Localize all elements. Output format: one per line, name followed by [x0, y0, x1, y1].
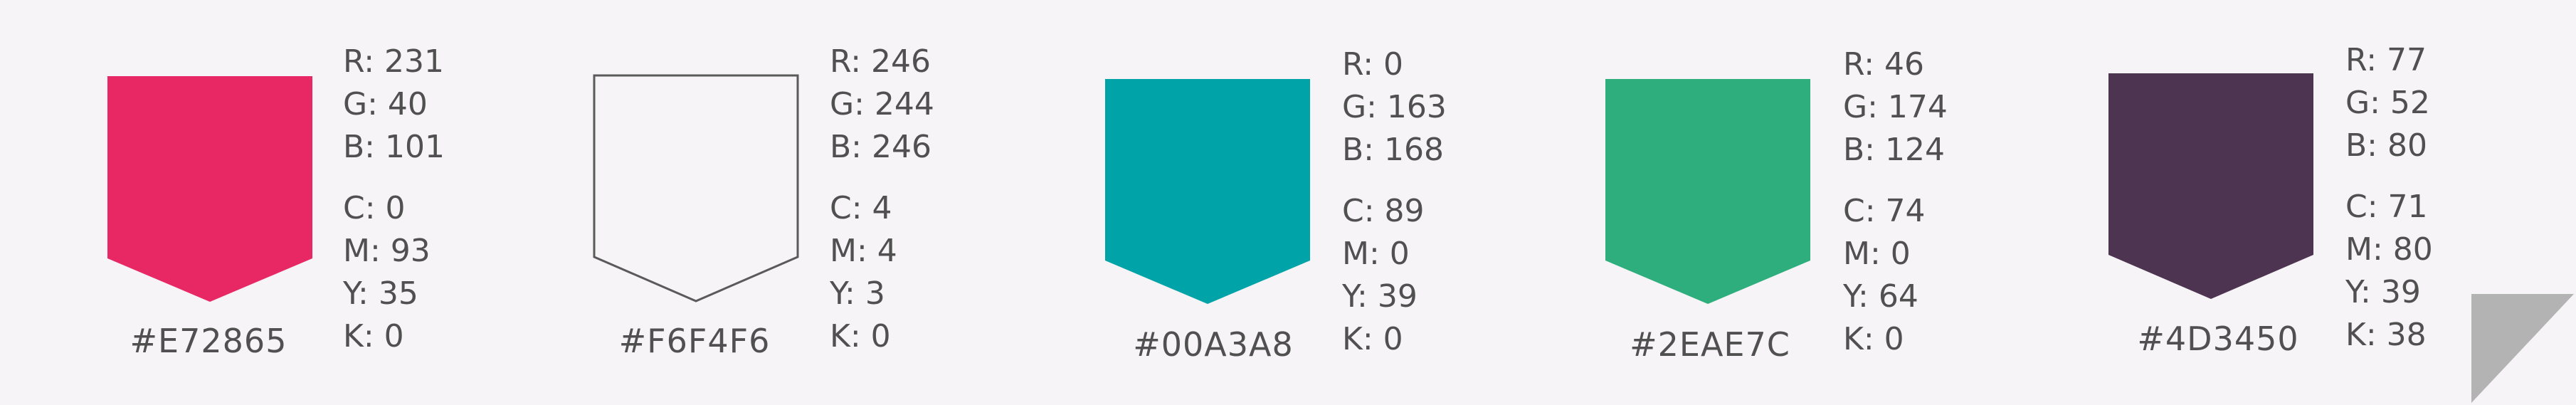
cmyk-c: C: 0: [343, 190, 406, 226]
swatch-4-shape: [1605, 78, 1811, 310]
cmyk-k: K: 0: [1843, 321, 1904, 357]
rgb-g: G: 163: [1342, 89, 1447, 125]
rgb-r: R: 0: [1342, 46, 1404, 83]
cmyk-y: Y: 64: [1843, 278, 1918, 315]
pentagon-shield-icon: [2108, 73, 2313, 299]
cmyk-y: Y: 35: [343, 275, 418, 312]
swatch-1-shape: [107, 75, 313, 307]
rgb-g: G: 244: [830, 86, 934, 122]
swatch-shape-fill: [1105, 79, 1310, 304]
rgb-r: R: 46: [1843, 46, 1925, 83]
pentagon-shield-icon: [1605, 79, 1810, 304]
cmyk-c: C: 71: [2345, 189, 2428, 225]
rgb-g: G: 40: [343, 86, 428, 122]
cmyk-m: M: 93: [343, 233, 431, 269]
rgb-b: B: 80: [2345, 127, 2427, 164]
page-curl-icon: [2469, 292, 2576, 405]
cmyk-y: Y: 3: [830, 275, 885, 312]
swatch-5-hex: #4D3450: [2137, 320, 2299, 358]
swatch-shape-fill: [2108, 73, 2313, 299]
swatch-4-values: R: 46 G: 174 B: 124 C: 74 M: 0 Y: 64 K: …: [1843, 43, 1948, 361]
cmyk-m: M: 4: [830, 233, 897, 269]
swatch-1-hex: #E72865: [130, 322, 287, 360]
swatch-3-hex: #00A3A8: [1133, 325, 1294, 364]
swatch-shape-fill: [1605, 79, 1810, 304]
rgb-b: B: 101: [343, 129, 445, 165]
cmyk-k: K: 0: [1342, 321, 1403, 357]
rgb-b: B: 246: [830, 129, 931, 165]
rgb-r: R: 77: [2345, 42, 2427, 78]
rgb-g: G: 52: [2345, 85, 2430, 121]
rgb-r: R: 246: [830, 43, 931, 80]
pentagon-shield-icon: [593, 74, 799, 303]
cmyk-m: M: 80: [2345, 231, 2433, 268]
swatch-shape-fill: [593, 74, 799, 303]
swatch-2-hex: #F6F4F6: [618, 322, 771, 360]
page-curl-shape: [2471, 294, 2574, 403]
rgb-b: B: 168: [1342, 132, 1444, 168]
cmyk-c: C: 74: [1843, 193, 1926, 229]
cmyk-y: Y: 39: [2345, 274, 2421, 310]
swatch-5-shape: [2108, 73, 2314, 304]
swatch-1-values: R: 231 G: 40 B: 101 C: 0 M: 93 Y: 35 K: …: [343, 41, 445, 358]
swatch-shape-fill: [107, 76, 312, 302]
pentagon-shield-icon: [107, 76, 312, 302]
swatch-4-hex: #2EAE7C: [1630, 325, 1790, 364]
swatch-3-values: R: 0 G: 163 B: 168 C: 89 M: 0 Y: 39 K: 0: [1342, 43, 1447, 361]
cmyk-k: K: 0: [830, 318, 891, 354]
rgb-b: B: 124: [1843, 132, 1945, 168]
swatch-3-shape: [1104, 78, 1311, 310]
cmyk-k: K: 0: [343, 318, 404, 354]
cmyk-m: M: 0: [1843, 236, 1911, 272]
swatch-2-shape: [593, 74, 799, 305]
cmyk-m: M: 0: [1342, 236, 1410, 272]
cmyk-c: C: 4: [830, 190, 892, 226]
swatch-5-values: R: 77 G: 52 B: 80 C: 71 M: 80 Y: 39 K: 3…: [2345, 39, 2433, 357]
swatch-2-values: R: 246 G: 244 B: 246 C: 4 M: 4 Y: 3 K: 0: [830, 41, 934, 358]
pentagon-shield-icon: [1105, 79, 1310, 304]
rgb-g: G: 174: [1843, 89, 1948, 125]
cmyk-y: Y: 39: [1342, 278, 1418, 315]
cmyk-k: K: 38: [2345, 317, 2427, 353]
cmyk-c: C: 89: [1342, 193, 1425, 229]
rgb-r: R: 231: [343, 43, 445, 80]
